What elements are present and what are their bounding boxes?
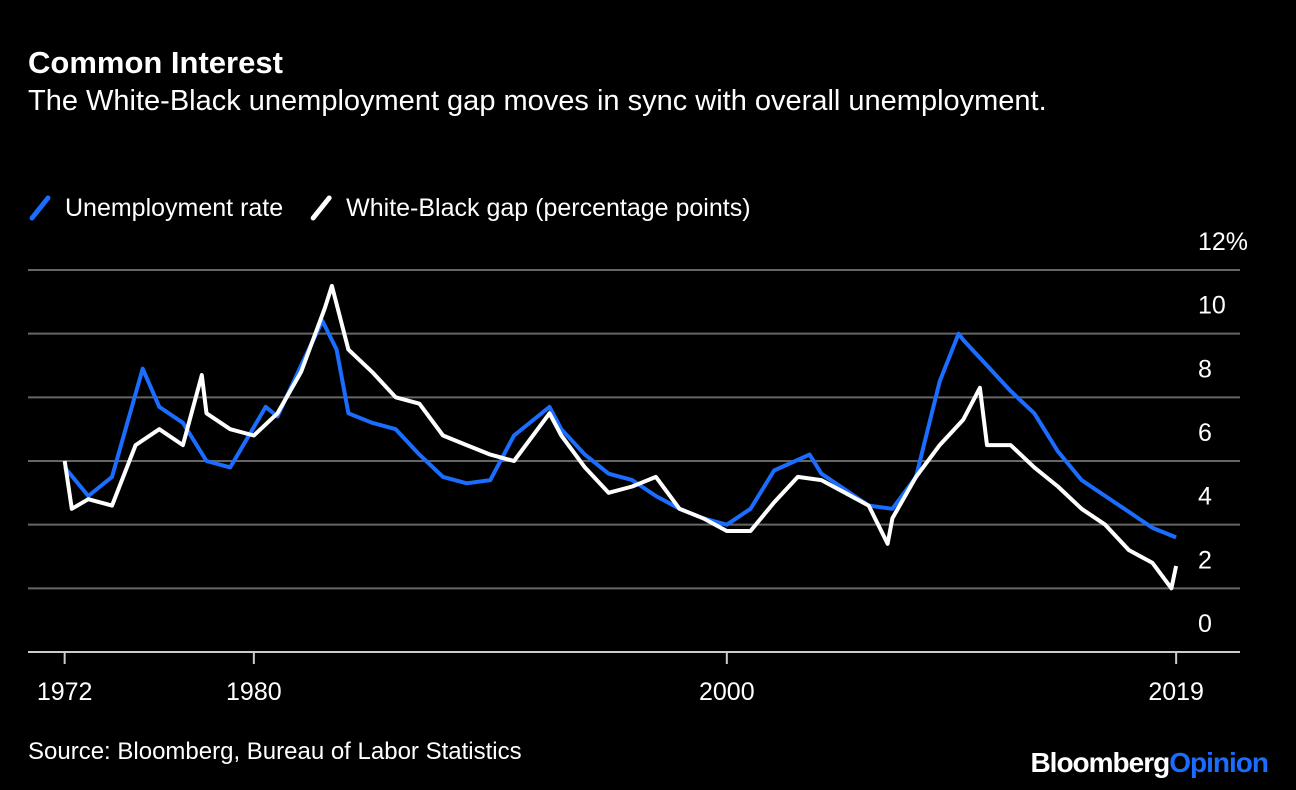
x-tick-label: 2019 [1148,678,1204,706]
y-tick-label: 12% [1198,228,1248,256]
y-tick-label: 8 [1198,355,1212,383]
legend-swatch [310,195,332,221]
y-tick-label: 10 [1198,292,1226,320]
legend-label: White-Black gap (percentage points) [346,194,750,222]
subtitle-box: The White-Black unemployment gap moves i… [28,85,1047,117]
logo-part: Opinion [1169,747,1268,778]
logo-part: Bloomberg [1030,747,1169,778]
y-tick-label: 2 [1198,546,1212,574]
legend-label: Unemployment rate [65,194,283,222]
x-tick-label: 2000 [699,678,755,706]
y-tick-label: 0 [1198,610,1212,638]
source: Source: Bloomberg, Bureau of Labor Stati… [28,738,522,765]
x-tick-label: 1980 [226,678,282,706]
y-tick-label: 4 [1198,483,1212,511]
x-tick-label: 1972 [37,678,93,706]
legend-swatch [29,195,51,221]
series-line [62,283,1179,591]
series-line [63,318,1177,540]
chart-title: Common Interest [28,45,283,80]
y-tick-label: 6 [1198,419,1212,447]
logo: BloombergOpinion [1030,747,1268,778]
chart-subtitle: The White-Black unemployment gap moves i… [28,85,1047,117]
